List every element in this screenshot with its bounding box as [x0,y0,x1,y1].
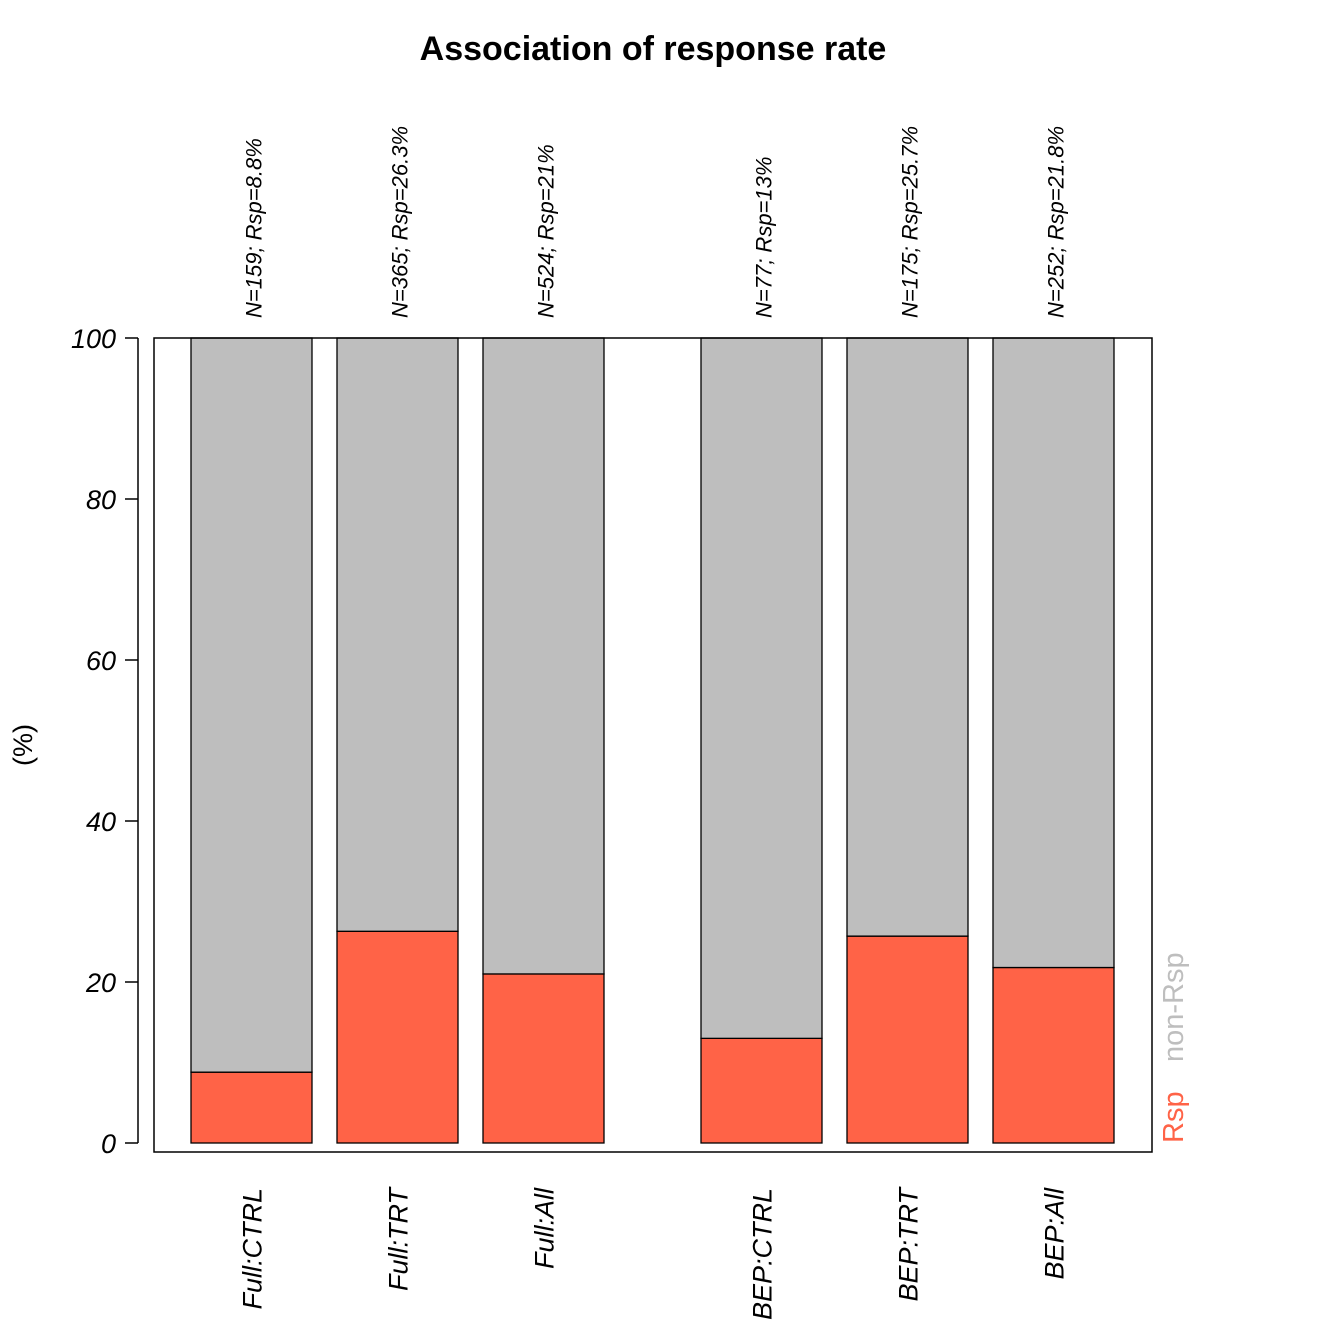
bar-non-rsp-bep-ctrl [700,337,823,1039]
plot-frame [153,337,1153,1153]
y-axis: 0 20 40 60 80 100 [71,324,139,1159]
bars-layer [190,337,1115,1144]
bar-annotation: N=175; Rsp=25.7% [898,126,923,318]
bar-annotation: N=365; Rsp=26.3% [388,126,413,318]
bar-rsp-full-ctrl [190,1071,313,1144]
bar-annotation: N=159; Rsp=8.8% [242,138,267,318]
y-tick-label: 0 [101,1129,116,1159]
bar-non-rsp-bep-all [992,337,1115,969]
bar-non-rsp-full-ctrl [190,337,313,1073]
bar-annotation: N=77; Rsp=13% [752,157,777,318]
x-tick-label: BEP:CTRL [748,1188,778,1320]
bar-rsp-full-all [482,973,605,1144]
legend-item-non-rsp: non-Rsp [1158,952,1190,1062]
x-tick-label: Full:CTRL [238,1188,268,1310]
y-tick-label: 100 [71,324,116,354]
bar-rsp-bep-all [992,966,1115,1144]
y-axis-label: (%) [8,724,38,766]
legend: Rsp non-Rsp [1158,952,1190,1143]
y-tick-label: 20 [85,968,116,998]
bar-rsp-bep-ctrl [700,1037,823,1144]
x-tick-label: BEP:TRT [894,1186,924,1302]
y-tick-label: 80 [86,485,116,515]
x-labels-layer: Full:CTRL Full:TRT Full:All BEP:CTRL BEP:TRT… [238,1186,1070,1321]
bar-non-rsp-full-trt [336,337,459,932]
x-tick-label: BEP:All [1040,1187,1070,1280]
y-tick-label: 60 [86,646,116,676]
x-tick-label: Full:TRT [384,1186,414,1292]
bar-annotation: N=252; Rsp=21.8% [1044,126,1069,318]
chart-title: Association of response rate [420,30,887,68]
annotations-layer: N=159; Rsp=8.8% N=365; Rsp=26.3% N=524; Rs… [242,126,1069,318]
bar-rsp-full-trt [336,930,459,1144]
bar-annotation: N=524; Rsp=21% [534,144,559,318]
x-tick-label: Full:All [530,1187,560,1269]
legend-item-rsp: Rsp [1158,1091,1190,1143]
y-tick-label: 40 [86,807,116,837]
bar-rsp-bep-trt [846,935,969,1144]
bar-non-rsp-bep-trt [846,337,969,937]
bar-non-rsp-full-all [482,337,605,975]
